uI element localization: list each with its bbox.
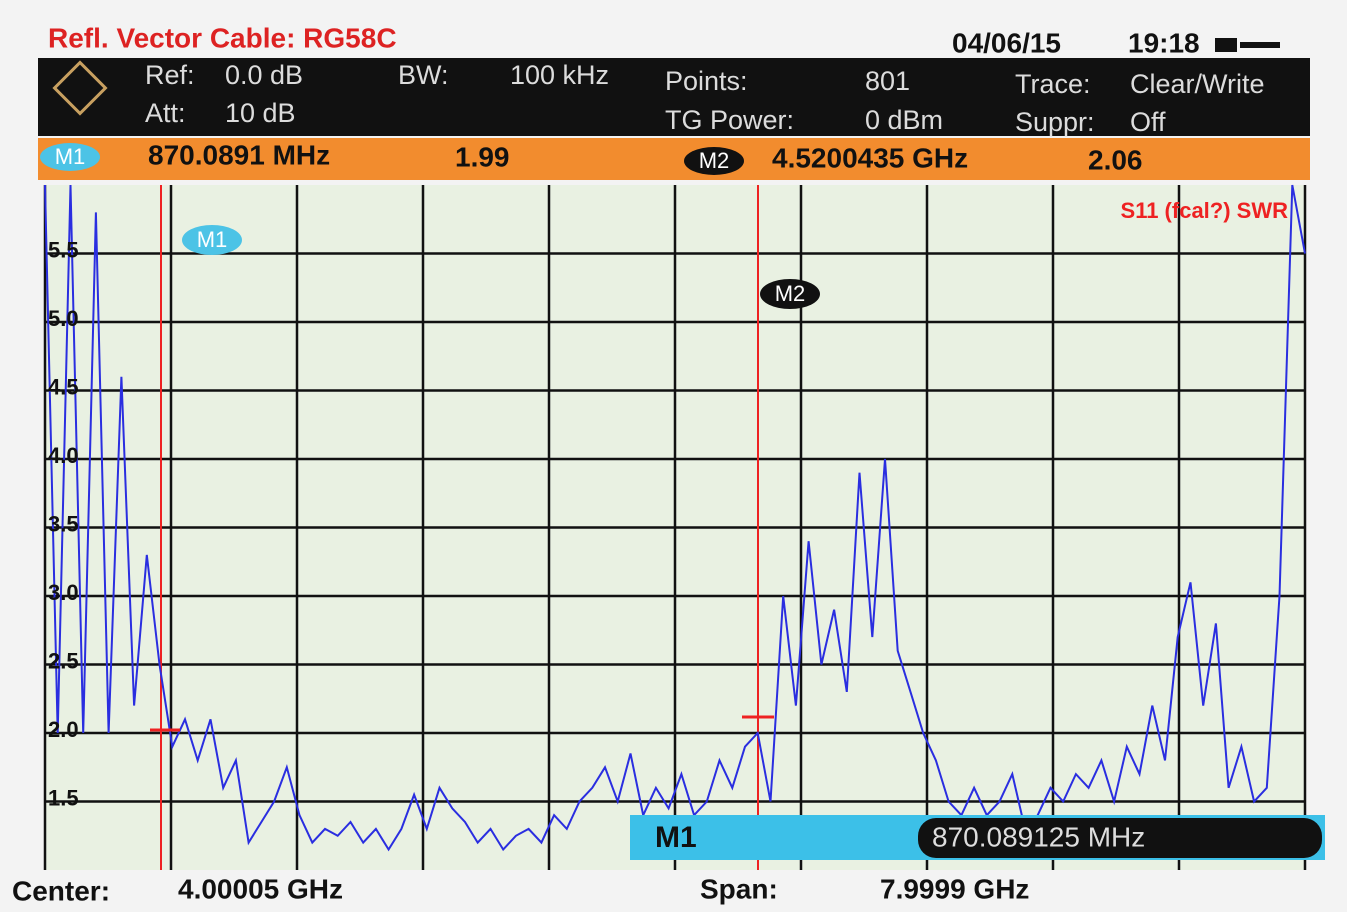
battery-icon [1215,38,1280,52]
setting-value: 801 [865,66,910,96]
setting-value: 0.0 dB [225,60,303,90]
setting-value: 100 kHz [510,60,609,90]
plot-marker-name: M1 [197,227,228,252]
settings-bar [38,58,1310,136]
setting-value: 0 dBm [865,105,943,135]
setting-label: TG Power: [665,105,794,135]
marker-bar [38,138,1310,180]
readout-name: M1 [655,821,697,854]
marker-value: 1.99 [455,141,510,172]
plot-marker-badge [760,279,820,309]
marker-freq: 870.0891 MHz [148,139,330,170]
time: 19:18 [1128,27,1200,58]
y-tick-label: 4.5 [48,374,79,399]
setting-label: Suppr: [1015,107,1095,137]
grid [43,185,1307,870]
date: 04/06/15 [952,27,1061,58]
setting-value: Clear/Write [1130,69,1265,99]
setting-label: BW: [398,60,449,90]
y-tick-label: 2.5 [48,648,79,673]
span-value: 7.9999 GHz [880,873,1029,904]
trace [44,184,1306,852]
setting-label: Att: [145,98,186,128]
y-tick-label: 2.0 [48,717,79,742]
y-tick-label: 4.0 [48,443,79,468]
setting-label: Trace: [1015,69,1091,99]
marker-name: M1 [55,144,86,169]
y-tick-label: 3.0 [48,580,79,605]
chart-title: S11 (fcal?) SWR [1121,198,1289,223]
rs-logo [52,60,108,116]
span-label: Span: [700,873,778,904]
marker-value: 2.06 [1088,144,1143,175]
readout-value: 870.089125 MHz [932,821,1145,852]
plot-marker-badge [182,225,242,255]
center-label: Center: [12,875,110,906]
marker-badge [684,147,744,175]
setting-value: Off [1130,107,1166,137]
plot-marker-name: M2 [775,281,806,306]
y-tick-label: 5.5 [48,237,79,262]
title: Refl. Vector Cable: RG58C [48,22,397,53]
marker-name: M2 [699,148,730,173]
swr-trace [44,184,1306,852]
setting-label: Ref: [145,60,195,90]
y-tick-label: 5.0 [48,306,79,331]
center-value: 4.00005 GHz [178,873,343,904]
readout-value-box [918,818,1322,858]
marker-freq: 4.5200435 GHz [772,142,968,173]
y-tick-label: 3.5 [48,511,79,536]
setting-value: 10 dB [225,98,296,128]
y-tick-label: 1.5 [48,785,79,810]
marker-badge [40,143,100,171]
setting-label: Points: [665,66,748,96]
